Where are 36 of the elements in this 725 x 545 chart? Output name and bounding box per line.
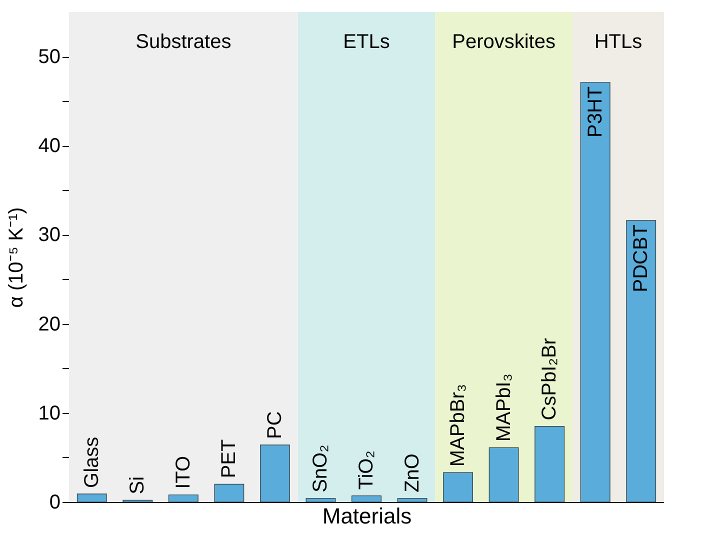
bar bbox=[626, 220, 656, 502]
x-tick-label: PET bbox=[218, 439, 240, 478]
y-tick-label: 40 bbox=[38, 135, 60, 158]
x-tick-label: SnO₂ bbox=[310, 444, 332, 492]
bar bbox=[352, 495, 382, 502]
band-label: Perovskites bbox=[452, 31, 556, 53]
band-label: Substrates bbox=[136, 31, 232, 53]
bar bbox=[76, 494, 107, 502]
band-label: HTLs bbox=[594, 31, 642, 53]
x-tick-label: MAPbI₃ bbox=[492, 373, 515, 442]
y-tick-label: 0 bbox=[49, 492, 60, 514]
x-tick-label: PDCBT bbox=[630, 224, 652, 292]
x-tick-label: TiO₂ bbox=[356, 450, 378, 490]
x-tick-label: Glass bbox=[80, 436, 103, 488]
bar bbox=[260, 444, 290, 502]
y-axis-title: α (10⁻⁵ K⁻¹) bbox=[5, 207, 28, 308]
x-tick-label: PC bbox=[264, 411, 286, 439]
y-tick-label: 10 bbox=[38, 402, 60, 424]
x-tick-label: ITO bbox=[172, 456, 194, 489]
bar bbox=[443, 472, 473, 502]
band-label: ETLs bbox=[343, 31, 390, 53]
bar bbox=[168, 494, 198, 502]
x-tick-label: Si bbox=[126, 476, 149, 494]
x-tick-label: P3HT bbox=[584, 86, 606, 138]
bar bbox=[306, 498, 336, 502]
x-axis-title: Materials bbox=[322, 504, 412, 528]
bar bbox=[214, 484, 244, 502]
x-tick-label: MAPbBr₃ bbox=[447, 384, 470, 467]
y-tick-label: 50 bbox=[38, 46, 60, 68]
y-tick-label: 20 bbox=[38, 313, 60, 336]
bar bbox=[488, 447, 519, 502]
x-tick-label: CsPbI₂Br bbox=[538, 338, 561, 420]
y-tick-label: 30 bbox=[38, 224, 60, 246]
x-tick-label: ZnO bbox=[401, 454, 424, 492]
bar bbox=[397, 498, 428, 502]
bar bbox=[534, 426, 565, 502]
